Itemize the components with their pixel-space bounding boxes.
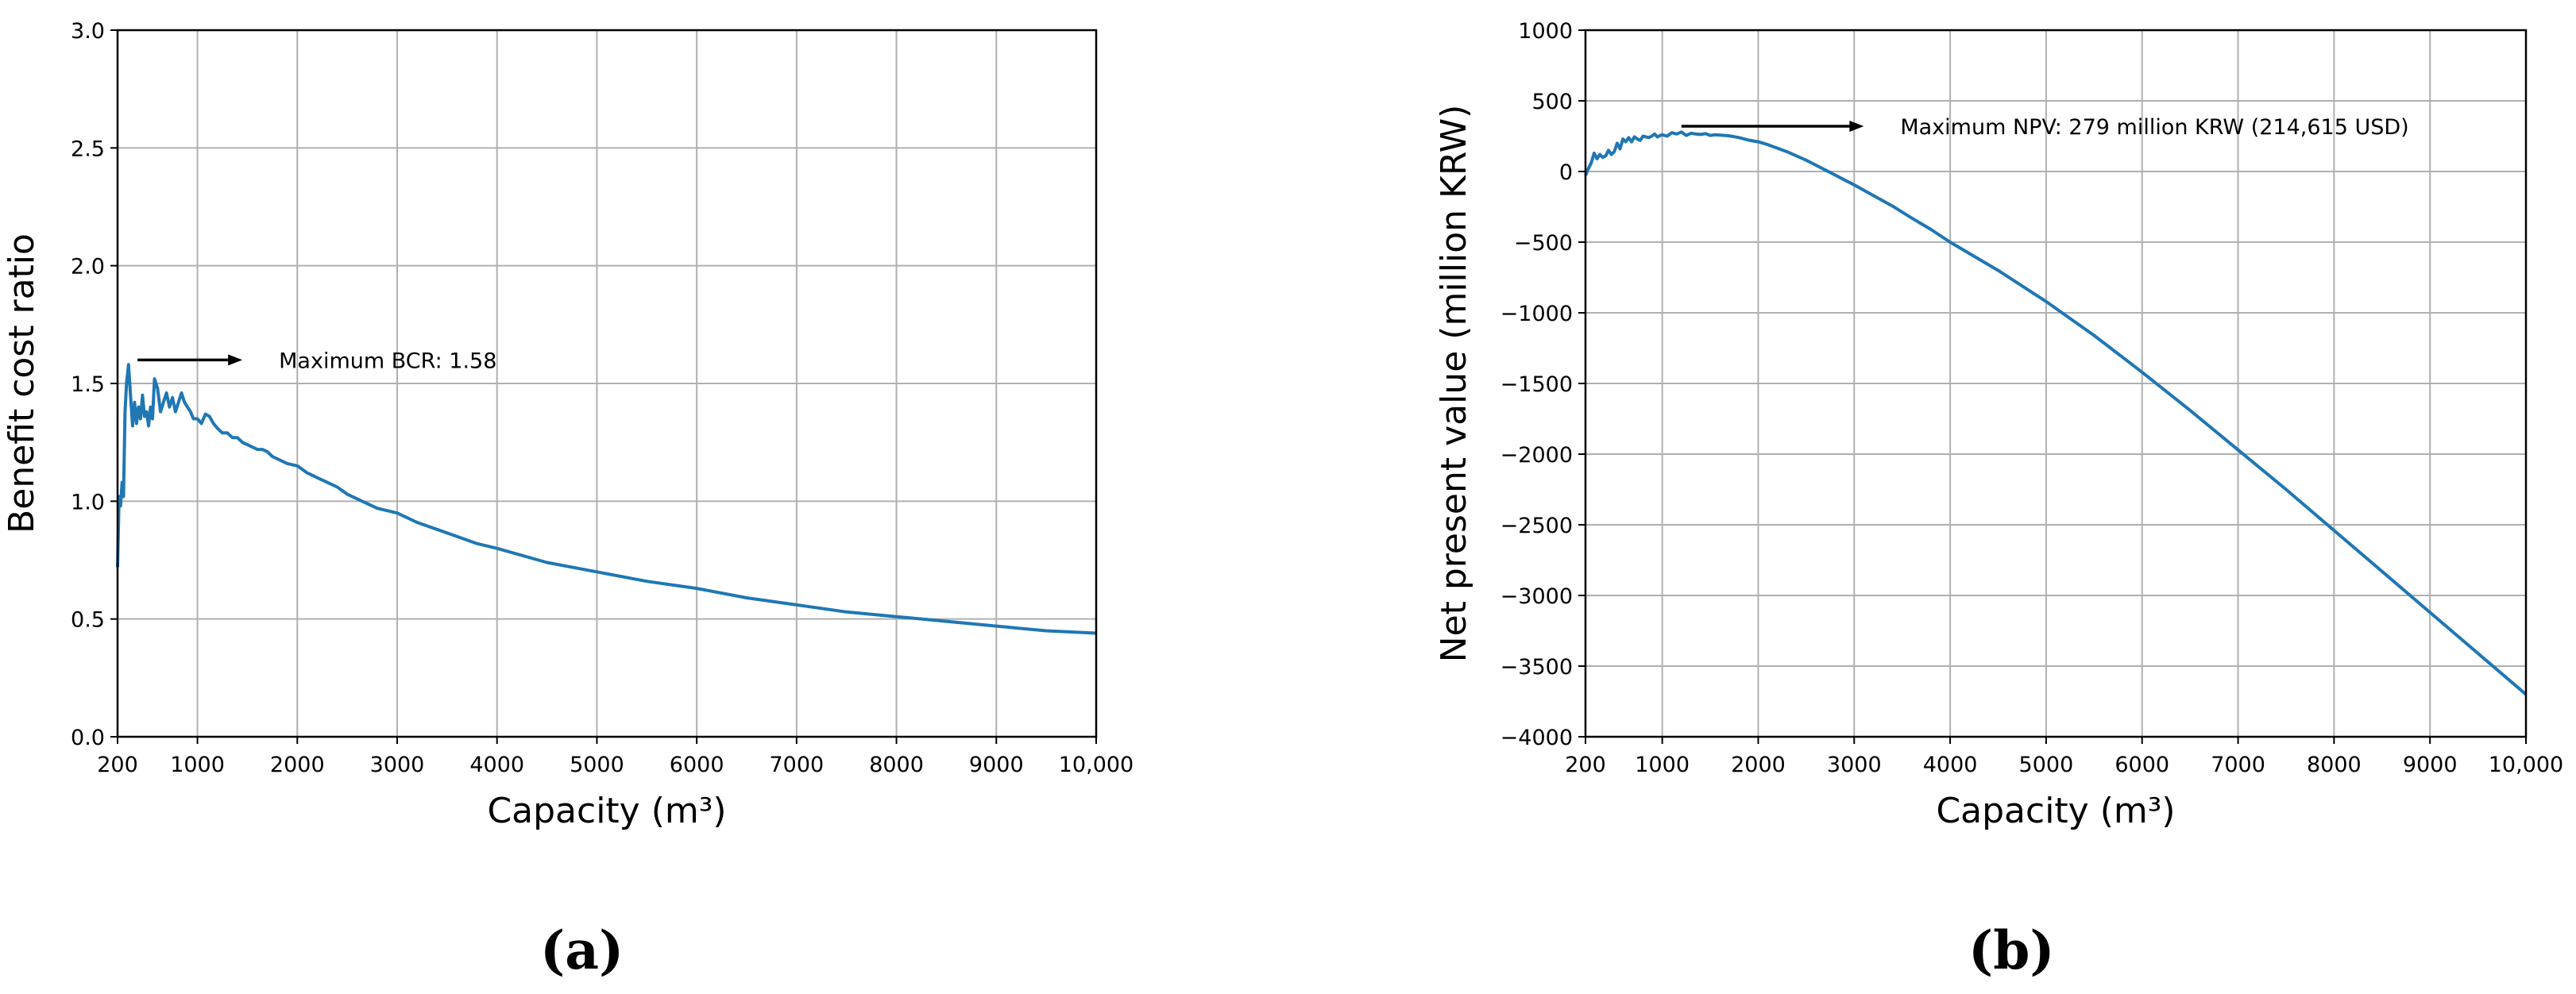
x-tick-label: 9000: [2403, 753, 2458, 777]
x-tick-label: 5000: [570, 753, 624, 777]
panel-label-a: (a): [540, 919, 624, 981]
annotation-text: Maximum BCR: 1.58: [279, 349, 496, 373]
y-tick-label: 1.0: [71, 490, 105, 514]
y-tick-label: 0: [1559, 160, 1573, 185]
chart-a: 200 1000 2000 3000 4000 5000 6000 7000 8000 9000 1…: [2, 19, 1134, 831]
x-tick-label: 2000: [1731, 753, 1786, 777]
y-tick-label: 2.5: [71, 137, 105, 161]
x-tick-label: 7000: [2211, 753, 2265, 777]
y-tick-label: −2500: [1500, 514, 1573, 538]
x-tick-label: 3000: [370, 753, 425, 777]
chart-b: 200 1000 2000 3000 4000 5000 6000 7000 8000 9000 1…: [1434, 19, 2563, 831]
annotation-arrowhead: [1849, 121, 1864, 133]
y-tick-label: 0.5: [71, 608, 105, 633]
annotation-arrowhead: [228, 354, 243, 366]
plot-frame: [116, 29, 1098, 738]
x-tick-label: 2000: [270, 753, 325, 777]
x-tick-label: 200: [1565, 753, 1606, 777]
y-tick-label: 1000: [1518, 19, 1573, 44]
x-tick-label: 7000: [769, 753, 824, 777]
y-tick-label: −1500: [1500, 372, 1573, 397]
x-tick-label: 8000: [869, 753, 924, 777]
x-axis-label: Capacity (m³): [1936, 791, 2175, 831]
y-tick-label: 0.0: [71, 726, 105, 750]
x-tick-label: 3000: [1827, 753, 1882, 777]
y-tick-label: −1000: [1500, 302, 1573, 326]
y-tick-label: −500: [1514, 231, 1573, 256]
x-tick-label: 8000: [2307, 753, 2362, 777]
x-tick-label: 6000: [2114, 753, 2169, 777]
x-tick-label: 1000: [1635, 753, 1690, 777]
series-line: [1584, 130, 2528, 696]
y-tick-label: 2.0: [71, 255, 105, 279]
y-tick-label: 1.5: [71, 372, 105, 397]
y-tick-label: −2000: [1500, 443, 1573, 468]
x-tick-label: 9000: [969, 753, 1024, 777]
annotation-text: Maximum NPV: 279 million KRW (214,615 US…: [1900, 115, 2408, 140]
x-tick-label: 6000: [670, 753, 724, 777]
panel-label-b: (b): [1968, 919, 2055, 981]
y-tick-label: −4000: [1500, 726, 1573, 750]
y-tick-label: 3.0: [71, 19, 105, 44]
y-axis-label: Benefit cost ratio: [2, 233, 42, 534]
x-axis-label: Capacity (m³): [487, 791, 726, 831]
x-tick-label: 5000: [2019, 753, 2074, 777]
y-axis-label: Net present value (million KRW): [1434, 105, 1474, 663]
y-tick-label: −3000: [1500, 584, 1573, 609]
x-tick-label: 4000: [1923, 753, 1978, 777]
y-tick-label: −3500: [1500, 655, 1573, 680]
x-tick-label: 4000: [469, 753, 524, 777]
x-tick-label: 1000: [170, 753, 225, 777]
x-tick-label: 10,000: [2489, 753, 2563, 777]
x-tick-label: 10,000: [1059, 753, 1134, 777]
x-tick-label: 200: [97, 753, 138, 777]
y-tick-label: 500: [1531, 90, 1573, 114]
plot-frame: [1584, 29, 2528, 738]
series-line: [116, 363, 1097, 635]
